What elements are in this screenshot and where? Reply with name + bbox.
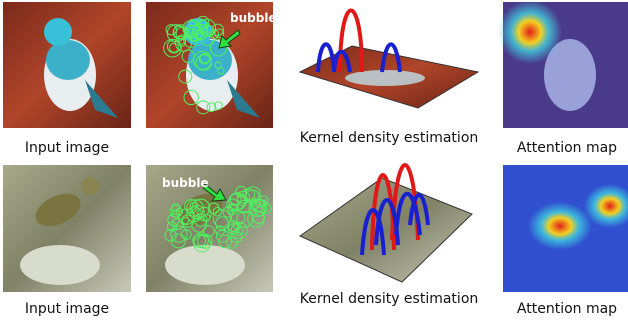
attention-map bbox=[498, 0, 628, 128]
bubble-image: bubble bbox=[146, 2, 277, 128]
bubble-label: bubble bbox=[230, 11, 277, 25]
attention-map bbox=[503, 165, 628, 292]
caption: Kernel density estimation bbox=[300, 130, 479, 146]
row-2: bubble Input image Kernel density estima… bbox=[3, 165, 628, 317]
input-image bbox=[3, 165, 131, 292]
bubble-label: bubble bbox=[162, 176, 209, 190]
kde-plot bbox=[300, 165, 472, 282]
caption: Input image bbox=[25, 140, 109, 156]
caption: Attention map bbox=[517, 140, 617, 156]
kde-plot bbox=[300, 11, 478, 109]
caption: Input image bbox=[25, 301, 109, 317]
input-image bbox=[3, 2, 131, 128]
row-1: bubble Input image Kernel density estima… bbox=[3, 0, 628, 156]
caption: Attention map bbox=[517, 301, 617, 317]
caption: Kernel density estimation bbox=[300, 291, 479, 307]
figure: bubble Input image Kernel density estima… bbox=[0, 0, 628, 320]
bubble-image: bubble bbox=[146, 165, 273, 292]
